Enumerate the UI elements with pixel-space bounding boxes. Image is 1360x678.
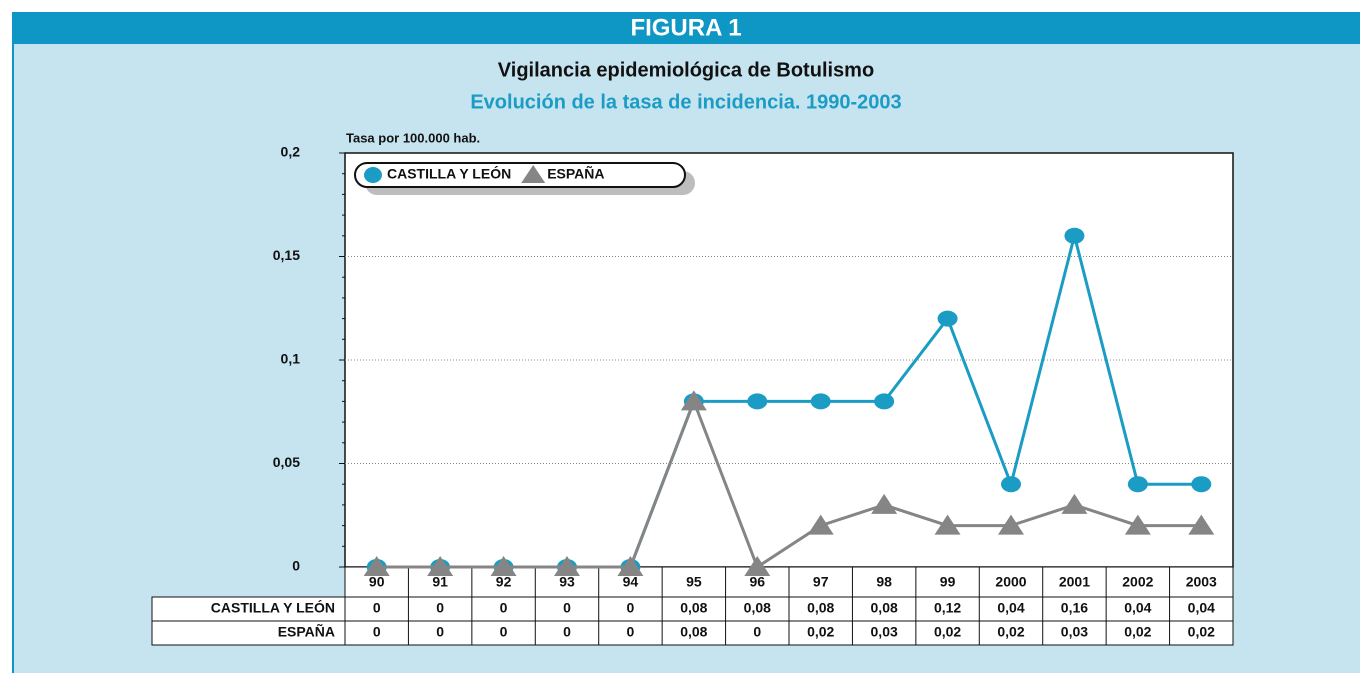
x-tick-label: 96	[749, 574, 765, 590]
marker	[807, 514, 834, 535]
marker	[1124, 514, 1151, 535]
y-axis-label: Tasa por 100.000 hab.	[346, 130, 480, 145]
marker	[1064, 227, 1085, 244]
marker	[617, 556, 644, 576]
y-tick-label: 0,05	[273, 454, 300, 470]
x-tick-label: 2002	[1122, 574, 1153, 590]
marker	[871, 493, 898, 514]
left-border	[12, 12, 14, 673]
x-tick-label: 98	[876, 574, 892, 590]
legend-marker	[521, 165, 546, 183]
table-cell: 0,02	[997, 624, 1024, 640]
header: FIGURA 1	[630, 14, 741, 41]
x-tick-label: 95	[686, 574, 702, 590]
x-tick-label: 99	[940, 574, 956, 590]
series-line	[376, 397, 1202, 570]
marker	[937, 310, 958, 327]
table-cell: 0,12	[934, 600, 961, 616]
y-tick-label: 0	[292, 558, 300, 574]
table-cell: 0,04	[1188, 600, 1215, 616]
y-tick-label: 0,2	[281, 144, 301, 160]
table-row-label: ESPAÑA	[278, 623, 335, 640]
table-cell: 0,08	[680, 624, 707, 640]
table-cell: 0,04	[997, 600, 1024, 616]
marker	[810, 393, 831, 410]
x-tick-label: 91	[432, 574, 448, 590]
table-cell: 0,02	[1188, 624, 1215, 640]
marker	[747, 393, 768, 410]
y-tick-label: 0,1	[281, 351, 301, 367]
table-cell: 0	[500, 600, 508, 616]
x-tick-label: 94	[623, 574, 639, 590]
marker	[1001, 476, 1021, 493]
x-tick-label: 2003	[1186, 574, 1217, 590]
table-cell: 0	[373, 624, 381, 640]
marker	[874, 393, 895, 410]
table-cell: 0,02	[1124, 624, 1151, 640]
legend-marker	[364, 167, 382, 183]
table-cell: 0	[563, 600, 571, 616]
marker	[1188, 514, 1215, 535]
x-tick-label: 92	[496, 574, 512, 590]
y-tick-label: 0,15	[273, 247, 300, 263]
x-tick-label: 90	[369, 574, 385, 590]
table-cell: 0,16	[1061, 600, 1088, 616]
legend-box	[354, 162, 686, 188]
table-cell: 0,04	[1124, 600, 1151, 616]
legend-label: CASTILLA Y LEÓN	[387, 165, 511, 182]
chart-subtitle: Evolución de la tasa de incidencia. 1990…	[470, 91, 901, 113]
table-cell: 0	[373, 600, 381, 616]
table-cell: 0	[753, 624, 761, 640]
table-cell: 0,02	[807, 624, 834, 640]
legend-label: ESPAÑA	[547, 165, 604, 182]
marker	[1061, 493, 1088, 514]
table-cell: 0	[500, 624, 508, 640]
table-cell: 0	[563, 624, 571, 640]
marker	[490, 556, 517, 576]
table-cell: 0,08	[744, 600, 771, 616]
table-row-label: CASTILLA Y LEÓN	[211, 599, 335, 616]
header-bar	[12, 12, 1360, 44]
marker	[554, 556, 580, 576]
table-cell: 0	[627, 624, 635, 640]
table-cell: 0	[627, 600, 635, 616]
marker	[744, 556, 771, 576]
table-cell: 0,03	[871, 624, 898, 640]
marker	[363, 556, 390, 576]
table-cell: 0,08	[807, 600, 834, 616]
marker	[998, 514, 1024, 535]
table-cell: 0,03	[1061, 624, 1088, 640]
x-tick-label: 2000	[995, 574, 1026, 590]
marker	[1127, 476, 1148, 493]
marker	[934, 514, 961, 535]
table-cell: 0	[436, 624, 444, 640]
marker	[427, 556, 454, 576]
x-tick-label: 93	[559, 574, 575, 590]
marker	[680, 390, 707, 411]
x-tick-label: 97	[813, 574, 829, 590]
table-cell: 0	[436, 600, 444, 616]
x-tick-label: 2001	[1059, 574, 1090, 590]
table-cell: 0,08	[871, 600, 898, 616]
table-cell: 0,02	[934, 624, 961, 640]
marker	[1191, 476, 1212, 493]
chart-title: Vigilancia epidemiológica de Botulismo	[498, 59, 874, 81]
table-cell: 0,08	[680, 600, 707, 616]
